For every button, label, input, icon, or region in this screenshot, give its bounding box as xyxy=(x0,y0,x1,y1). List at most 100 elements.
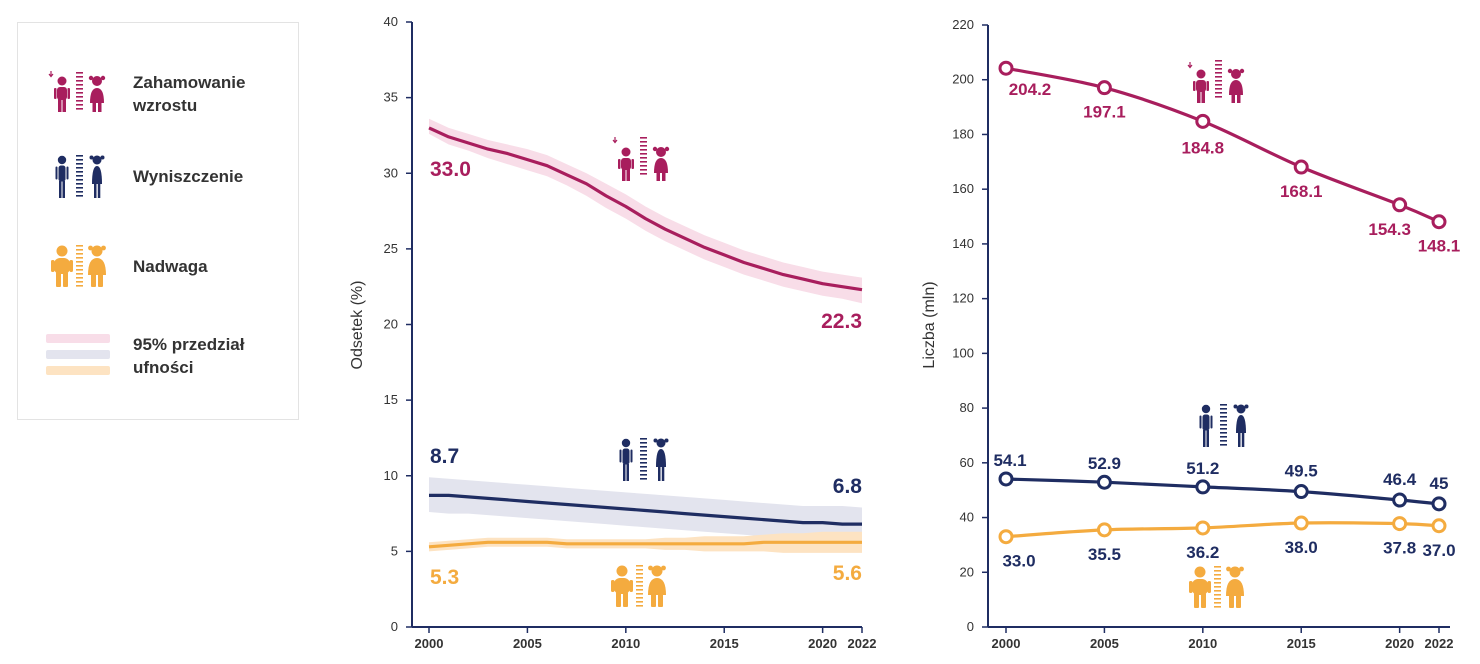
overweight-icon-chart1 xyxy=(611,565,666,607)
prevalence-chart: 0 5 10 15 20 25 30 35 40 2000 2005 2010 2015 2020 2022… xyxy=(349,14,877,651)
data-label-wasting-2020: 46.4 xyxy=(1383,470,1417,489)
y-tick-label: 5 xyxy=(391,543,398,558)
y-tick-label-count: 100 xyxy=(952,345,974,360)
data-point-wasting-2000 xyxy=(998,471,1014,487)
data-point-overweight-2005 xyxy=(1096,522,1112,538)
y-tick-label-count: 60 xyxy=(960,455,974,470)
y-tick-label-count: 80 xyxy=(960,400,974,415)
x-tick-label: 2022 xyxy=(848,636,877,651)
data-label-stunting-start: 33.0 xyxy=(430,158,471,181)
x-tick-label: 2000 xyxy=(415,636,444,651)
data-label-overweight-2015: 38.0 xyxy=(1285,538,1318,557)
y-tick-label-count: 180 xyxy=(952,126,974,141)
data-point-overweight-2022 xyxy=(1431,518,1447,534)
data-label-overweight-2005: 35.5 xyxy=(1088,545,1121,564)
stunting-icon-chart2 xyxy=(1187,60,1245,103)
y-axis-title-count: Liczba (mln) xyxy=(921,281,938,368)
y-tick-label-count: 140 xyxy=(952,236,974,251)
data-label-stunting-2010: 184.8 xyxy=(1182,138,1225,157)
data-label-stunting-end: 22.3 xyxy=(821,310,862,333)
data-label-overweight-start: 5.3 xyxy=(430,566,459,589)
data-label-wasting-2015: 49.5 xyxy=(1285,462,1318,481)
x-tick-label-count: 2005 xyxy=(1090,636,1119,651)
y-tick-label: 15 xyxy=(384,392,398,407)
stunting-icon-chart1 xyxy=(612,137,670,181)
data-point-stunting-2010 xyxy=(1195,113,1211,129)
data-point-wasting-2022 xyxy=(1431,496,1447,512)
y-tick-label-count: 160 xyxy=(952,181,974,196)
data-point-overweight-2020 xyxy=(1392,516,1408,532)
data-point-overweight-2015 xyxy=(1293,515,1309,531)
x-tick-label-count: 2022 xyxy=(1425,636,1454,651)
data-label-wasting-end: 6.8 xyxy=(833,475,863,498)
legend-label-stunting: Zahamowanie wzrostu xyxy=(133,71,245,117)
legend-label-stunting-line1: Zahamowanie xyxy=(133,73,246,92)
stunting-children-icon xyxy=(48,71,106,112)
series-line-stunting xyxy=(428,126,863,292)
series-line-wasting-count xyxy=(1005,477,1440,506)
y-tick-label-count: 200 xyxy=(952,72,974,87)
data-point-stunting-2022 xyxy=(1431,214,1447,230)
data-point-overweight-2010 xyxy=(1195,520,1211,536)
x-tick-label: 2010 xyxy=(611,636,640,651)
x-tick-label-count: 2010 xyxy=(1188,636,1217,651)
y-axis-title: Odsetek (%) xyxy=(349,281,366,370)
legend-label-ci-line1: 95% przedział xyxy=(133,335,245,354)
series-line-stunting-count xyxy=(1005,66,1440,224)
y-tick-label-count: 120 xyxy=(952,291,974,306)
wasting-icon-chart2 xyxy=(1199,404,1249,447)
data-label-overweight-2000: 33.0 xyxy=(1002,552,1035,571)
data-label-overweight-2010: 36.2 xyxy=(1186,543,1219,562)
data-point-stunting-2015 xyxy=(1293,159,1309,175)
x-tick-label-count: 2015 xyxy=(1287,636,1316,651)
y-tick-label-count: 0 xyxy=(967,619,974,634)
x-tick-label-count: 2000 xyxy=(992,636,1021,651)
y-tick-label-count: 20 xyxy=(960,564,974,579)
data-label-stunting-2015: 168.1 xyxy=(1280,182,1323,201)
legend-label-wasting: Wyniszczenie xyxy=(133,167,244,186)
data-point-stunting-2020 xyxy=(1392,197,1408,213)
data-label-wasting-2010: 51.2 xyxy=(1186,459,1219,478)
data-label-wasting-2005: 52.9 xyxy=(1088,454,1121,473)
ci-band-wasting xyxy=(429,477,862,540)
x-tick-label: 2020 xyxy=(808,636,837,651)
data-label-wasting-start: 8.7 xyxy=(430,445,459,468)
x-tick-label: 2015 xyxy=(710,636,739,651)
y-tick-label: 35 xyxy=(384,90,398,105)
legend-label-ci-line2: ufności xyxy=(133,358,194,377)
legend: Zahamowanie wzrostu xyxy=(17,22,299,420)
data-label-overweight-2020: 37.8 xyxy=(1383,539,1416,558)
data-label-stunting-2020: 154.3 xyxy=(1368,220,1411,239)
data-label-stunting-2000: 204.2 xyxy=(1009,80,1052,99)
y-tick-label-count: 220 xyxy=(952,17,974,32)
ci-swatch-overweight xyxy=(46,366,110,375)
data-point-stunting-2000 xyxy=(998,60,1014,76)
data-label-stunting-2005: 197.1 xyxy=(1083,103,1126,122)
wasting-children-icon xyxy=(55,155,105,198)
series-line-wasting xyxy=(429,493,862,526)
y-tick-label-count: 40 xyxy=(960,510,974,525)
series-line-overweight xyxy=(428,540,862,549)
ci-band-stunting xyxy=(429,118,862,304)
data-label-wasting-2022: 45 xyxy=(1430,474,1449,493)
data-point-wasting-2010 xyxy=(1195,479,1211,495)
data-label-overweight-2022: 37.0 xyxy=(1422,541,1455,560)
ci-swatch-stunting xyxy=(46,334,110,343)
data-label-wasting-2000: 54.1 xyxy=(993,451,1026,470)
data-point-wasting-2015 xyxy=(1293,484,1309,500)
data-label-stunting-2022: 148.1 xyxy=(1418,237,1461,256)
ci-swatch-wasting xyxy=(46,350,110,359)
y-tick-label: 25 xyxy=(384,241,398,256)
data-point-wasting-2020 xyxy=(1392,492,1408,508)
y-tick-label: 20 xyxy=(384,317,398,332)
x-tick-label: 2005 xyxy=(513,636,542,651)
x-tick-label-count: 2020 xyxy=(1385,636,1414,651)
wasting-icon-chart1 xyxy=(619,438,669,481)
data-label-overweight-end: 5.6 xyxy=(833,562,862,585)
data-point-stunting-2005 xyxy=(1096,80,1112,96)
y-tick-label: 30 xyxy=(384,165,398,180)
legend-label-overweight: Nadwaga xyxy=(133,257,208,276)
legend-label-ci: 95% przedział ufności xyxy=(133,333,245,379)
y-tick-label: 0 xyxy=(391,619,398,634)
legend-label-stunting-line2: wzrostu xyxy=(133,96,198,115)
